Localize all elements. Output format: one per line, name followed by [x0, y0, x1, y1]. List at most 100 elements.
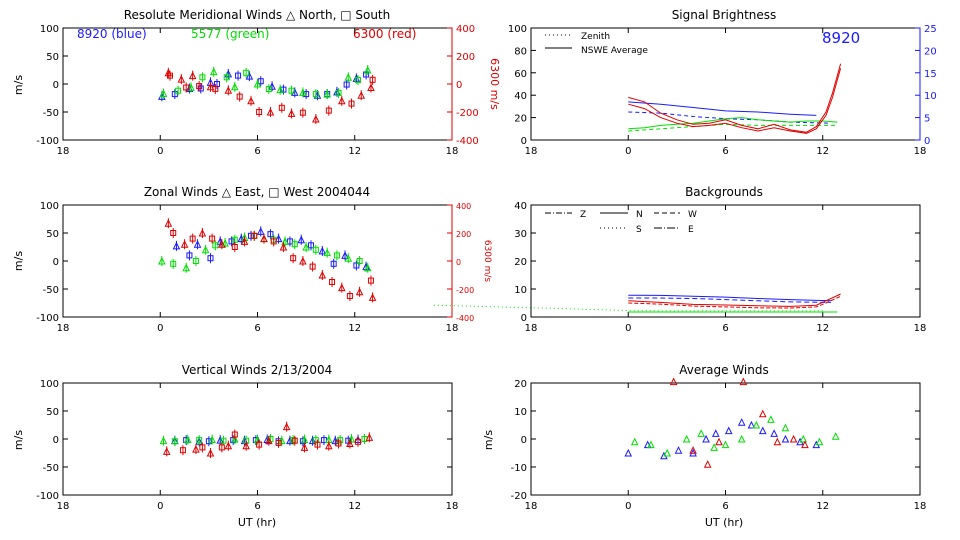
zonal-frame	[62, 204, 453, 318]
x-tick-label: 18	[57, 323, 70, 334]
signal-series-green-line	[628, 117, 838, 130]
data-point-triangle	[715, 437, 723, 446]
right-y-tick-label: 400	[456, 202, 471, 211]
right-y-tick-label: 10	[924, 91, 937, 102]
x-tick-label: 0	[625, 323, 631, 334]
legend-label-n: N	[636, 210, 643, 220]
y-tick-label: -20	[511, 491, 527, 502]
x-tick-label: 6	[254, 501, 260, 512]
right-y-tick-label: 5	[924, 114, 930, 125]
data-point-triangle	[770, 429, 778, 437]
average-ylabel: m/s	[482, 430, 495, 450]
average-winds-panel: Average Winds m/s UT (hr) 18 0 6 12 18 20 10 0 -…	[482, 363, 926, 529]
data-point-triangle	[747, 420, 756, 429]
right-y-tick-label: 200	[456, 230, 471, 239]
vertical-ylabel: m/s	[12, 430, 25, 450]
right-y-tick-label: 200	[456, 52, 475, 63]
x-tick-label: 18	[525, 323, 538, 334]
x-tick-label: 18	[446, 501, 459, 512]
annotation-red: 6300 (red)	[353, 27, 416, 41]
data-point-triangle	[630, 437, 639, 446]
x-tick-label: 0	[625, 146, 631, 157]
right-y-tick-label: 25	[924, 24, 937, 35]
right-y-tick-label: 20	[924, 46, 937, 57]
legend-label-w: W	[688, 210, 697, 220]
y-tick-label: 10	[514, 285, 527, 296]
legend-label-s: S	[636, 225, 642, 235]
legend-label-e: E	[688, 225, 694, 235]
data-point-triangle	[702, 434, 710, 443]
y-tick-label: 0	[53, 80, 59, 91]
right-y-tick-label: 0	[456, 258, 461, 267]
data-point-triangle	[739, 377, 748, 386]
y-tick-label: 60	[514, 69, 527, 80]
data-point-triangle	[669, 377, 678, 386]
backgrounds-legend: Z N W S E	[545, 210, 697, 235]
x-tick-label: 0	[625, 501, 631, 512]
zonal-ylabel: m/s	[12, 251, 25, 271]
signal-series-red-line	[628, 63, 842, 133]
x-tick-label: 6	[254, 146, 260, 157]
meridional-winds-panel: Resolute Meridional Winds △ North, □ Sou…	[12, 8, 501, 157]
signal-series-green-line	[628, 123, 838, 132]
backgrounds-series-blue-line	[628, 297, 831, 303]
zonal-winds-panel: Zonal Winds △ East, □ West 2004044 m/s 6…	[12, 185, 492, 334]
data-point-triangle	[682, 434, 691, 443]
backgrounds-frame	[530, 204, 921, 318]
backgrounds-series-green-line	[433, 304, 823, 312]
right-y-tick-label: 15	[924, 69, 937, 80]
y-tick-label: 50	[46, 229, 59, 240]
data-point-triangle	[737, 418, 746, 426]
legend-label-zenith: Zenith	[581, 32, 610, 42]
data-point-triangle	[767, 415, 775, 423]
data-point-triangle	[773, 437, 782, 446]
average-frame	[530, 382, 921, 496]
data-point-triangle	[831, 432, 840, 440]
signal-series-blue-line	[628, 101, 817, 116]
annotation-blue: 8920 (blue)	[77, 27, 147, 41]
data-point-triangle	[781, 423, 790, 432]
x-tick-label: 12	[816, 146, 829, 157]
backgrounds-title: Backgrounds	[685, 185, 763, 199]
vertical-winds-panel: Vertical Winds 2/13/2004 m/s UT (hr) 18 0…	[12, 363, 458, 529]
y-tick-label: -100	[36, 136, 59, 147]
y-tick-label: -10	[511, 463, 527, 474]
y-tick-label: -50	[43, 108, 59, 119]
y-tick-label: 40	[514, 91, 527, 102]
x-tick-label: 12	[348, 146, 361, 157]
y-tick-label: 100	[40, 24, 59, 35]
right-y-tick-label: -400	[456, 136, 479, 147]
x-tick-label: 18	[446, 323, 459, 334]
y-tick-label: 100	[508, 24, 527, 35]
data-point-triangle	[710, 443, 718, 451]
x-tick-label: 18	[525, 501, 538, 512]
right-y-tick-label: 400	[456, 24, 475, 35]
x-tick-label: 12	[348, 323, 361, 334]
signal-brightness-panel: Signal Brightness 8920 Zenith NSWE Avera…	[508, 8, 937, 157]
data-point-triangle	[781, 434, 790, 443]
x-tick-label: 18	[914, 323, 927, 334]
x-tick-label: 18	[57, 501, 70, 512]
y-tick-label: 20	[514, 257, 527, 268]
signal-annotation: 8920	[822, 29, 860, 47]
right-y-tick-label: 0	[456, 80, 462, 91]
x-tick-label: 6	[722, 323, 728, 334]
data-point-triangle	[758, 409, 767, 418]
data-point-triangle	[624, 448, 633, 457]
y-tick-label: 50	[46, 407, 59, 418]
y-tick-label: 20	[514, 379, 527, 390]
data-point-triangle	[758, 426, 767, 435]
zonal-title: Zonal Winds △ East, □ West 2004044	[144, 185, 370, 199]
y-tick-label: 80	[514, 46, 527, 57]
data-point-triangle	[815, 437, 824, 446]
y-tick-label: 50	[46, 52, 59, 63]
vertical-title: Vertical Winds 2/13/2004	[182, 363, 333, 377]
signal-legend: Zenith NSWE Average	[545, 32, 648, 56]
average-title: Average Winds	[679, 363, 769, 377]
backgrounds-series-red-line	[628, 293, 841, 307]
y-tick-label: -50	[43, 285, 59, 296]
average-xlabel: UT (hr)	[705, 516, 743, 529]
right-y-tick-label: 0	[924, 136, 930, 147]
x-tick-label: 0	[157, 323, 163, 334]
